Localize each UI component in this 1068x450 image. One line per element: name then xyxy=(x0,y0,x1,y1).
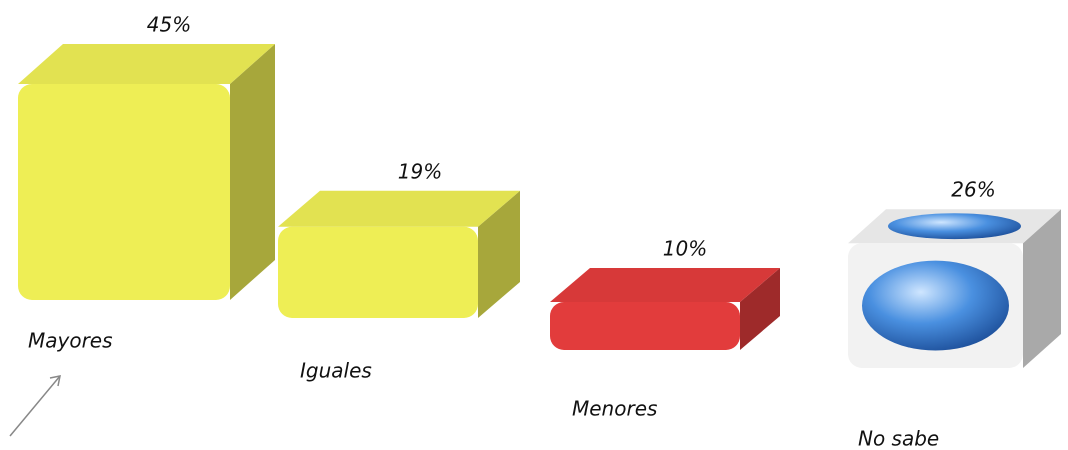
arrow xyxy=(9,375,61,437)
bar xyxy=(278,226,478,318)
value-label: 19% xyxy=(398,159,442,183)
value-label: 26% xyxy=(951,178,995,202)
bar-top xyxy=(18,44,275,84)
category-label: Mayores xyxy=(28,329,113,353)
bar-top xyxy=(278,190,520,227)
bar xyxy=(18,84,230,300)
category-label: Menores xyxy=(572,397,657,421)
bar-top xyxy=(550,268,780,302)
category-label: No sabe xyxy=(858,427,939,450)
question-icon xyxy=(862,260,1009,351)
question-icon xyxy=(888,213,1021,240)
arrow-head xyxy=(49,375,61,387)
bar-side xyxy=(230,44,275,300)
bar-side xyxy=(1023,209,1061,368)
category-label: Iguales xyxy=(300,359,372,383)
value-label: 45% xyxy=(147,13,191,37)
bar xyxy=(550,302,740,350)
bar-side xyxy=(478,190,520,318)
bar-side xyxy=(740,268,780,350)
value-label: 10% xyxy=(663,237,707,261)
